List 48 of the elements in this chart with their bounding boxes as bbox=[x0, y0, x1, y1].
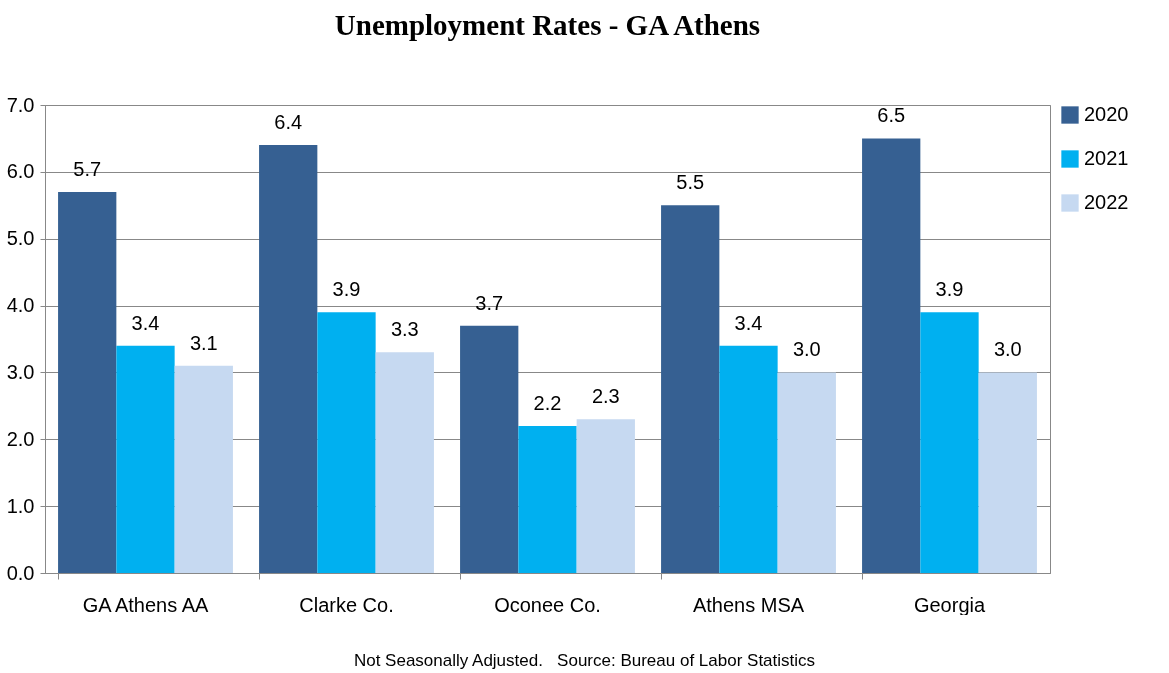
y-tick-label: 2.0 bbox=[6, 427, 35, 450]
data-label: 3.4 bbox=[734, 311, 763, 334]
bar bbox=[576, 419, 635, 573]
y-tick-label: 1.0 bbox=[6, 494, 35, 517]
data-label: 3.0 bbox=[993, 338, 1022, 361]
data-label: 3.4 bbox=[131, 311, 160, 334]
bar bbox=[719, 345, 778, 573]
y-tick-label: 6.0 bbox=[6, 160, 35, 183]
data-label: 3.0 bbox=[792, 338, 821, 361]
y-tick-label: 3.0 bbox=[6, 360, 35, 383]
x-tick-label: Athens MSA bbox=[692, 593, 805, 616]
bar bbox=[317, 312, 376, 573]
data-label: 3.9 bbox=[332, 278, 361, 301]
data-label: 2.3 bbox=[591, 385, 620, 408]
data-label: 3.1 bbox=[189, 331, 218, 354]
x-tick-label: Georgia bbox=[913, 593, 986, 616]
bar bbox=[518, 425, 577, 573]
data-label: 2.2 bbox=[533, 391, 562, 414]
chart-title: Unemployment Rates - GA Athens bbox=[334, 9, 761, 41]
bar bbox=[920, 312, 979, 573]
y-tick-label: 7.0 bbox=[6, 93, 35, 116]
text: Not Seasonally Adjusted. Source: Bureau of Labor Statistics bbox=[352, 651, 817, 671]
bar bbox=[116, 345, 175, 573]
legend-label: 2021 bbox=[1084, 147, 1129, 169]
data-label: 3.7 bbox=[475, 291, 504, 314]
x-tick-label: GA Athens AA bbox=[82, 593, 209, 616]
bar bbox=[58, 191, 117, 573]
bar bbox=[460, 325, 519, 573]
data-label: 3.9 bbox=[935, 278, 964, 301]
data-label: 5.7 bbox=[73, 157, 102, 180]
bar bbox=[978, 372, 1037, 573]
x-tick-label: Clarke Co. bbox=[299, 593, 394, 616]
legend-label: 2022 bbox=[1084, 191, 1129, 213]
bar bbox=[661, 205, 720, 573]
legend-label: 2020 bbox=[1084, 103, 1129, 125]
bar bbox=[174, 365, 233, 573]
y-tick-label: 5.0 bbox=[6, 227, 35, 250]
bar bbox=[777, 372, 836, 573]
data-label: 3.3 bbox=[390, 318, 419, 341]
data-label: 6.4 bbox=[274, 111, 303, 134]
data-label: 6.5 bbox=[877, 104, 906, 127]
x-tick-label: Oconee Co. bbox=[494, 593, 601, 616]
bar bbox=[259, 145, 318, 573]
y-tick-label: 4.0 bbox=[6, 294, 35, 317]
data-label: 5.5 bbox=[676, 171, 705, 194]
bar bbox=[375, 352, 434, 573]
y-tick-label: 0.0 bbox=[6, 561, 35, 584]
bar bbox=[862, 138, 921, 573]
